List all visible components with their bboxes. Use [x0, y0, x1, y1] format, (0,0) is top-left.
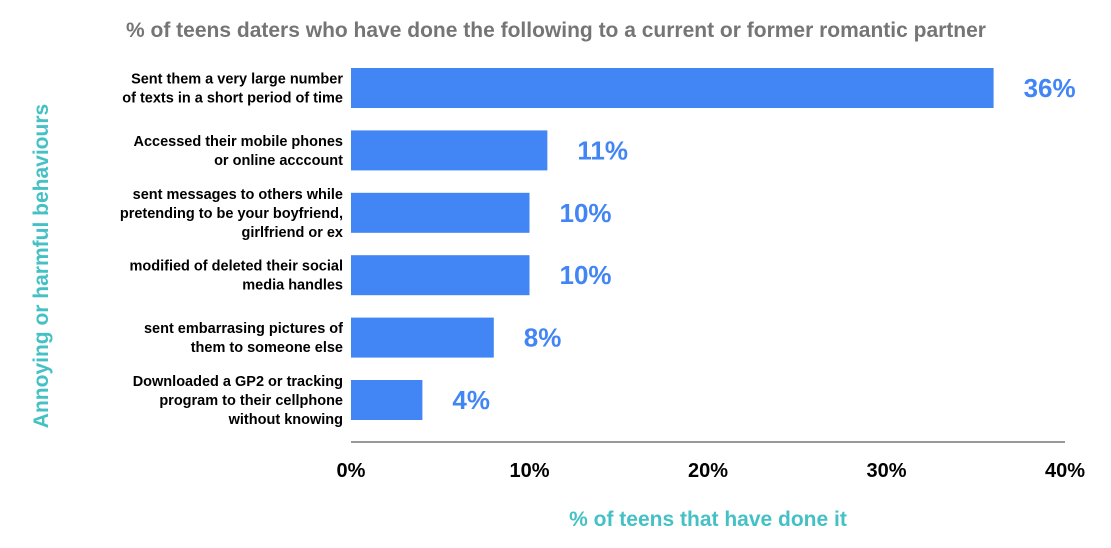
bar-0 — [351, 68, 994, 108]
category-label-line: them to someone else — [191, 340, 343, 356]
x-tick-label-3: 30% — [866, 460, 906, 482]
category-label-line: Sent them a very large number — [131, 72, 343, 88]
category-labels: Sent them a very large number of texts in… — [120, 72, 344, 429]
data-label-4: 8% — [524, 323, 562, 353]
bar-2 — [351, 192, 530, 233]
chart-title: % of teens daters who have done the foll… — [126, 19, 986, 42]
data-labels: 36% 11% 10% 10% 8% 4% — [452, 73, 1075, 415]
x-tick-label-4: 40% — [1045, 460, 1085, 482]
category-label-line: of texts in a short period of time — [122, 91, 343, 107]
category-label-line: girlfriend or ex — [241, 225, 343, 241]
data-label-1: 11% — [577, 135, 628, 165]
data-label-0: 36% — [1024, 73, 1076, 103]
category-label-0: Sent them a very large number of texts in… — [122, 72, 343, 107]
bar-4 — [351, 317, 494, 358]
x-tick-label-1: 10% — [509, 460, 549, 482]
category-label-line: Accessed their mobile phones — [133, 134, 343, 150]
category-label-2: sent messages to others while pretending … — [120, 187, 343, 241]
category-label-line: modified of deleted their social — [129, 259, 343, 275]
category-label-line: media handles — [242, 278, 343, 294]
x-axis-title: % of teens that have done it — [569, 508, 847, 531]
x-tick-label-2: 20% — [688, 460, 728, 482]
bar-5 — [351, 380, 423, 420]
category-label-line: pretending to be your boyfriend, — [120, 206, 343, 222]
category-label-line: program to their cellphone — [159, 393, 343, 409]
category-label-line: Downloaded a GP2 or tracking — [133, 374, 343, 390]
x-tick-labels: 0% 10% 20% 30% 40% — [337, 460, 1086, 482]
bar-3 — [351, 255, 530, 296]
category-label-line: sent messages to others while — [133, 187, 343, 203]
y-axis-title: Annoying or harmful behaviours — [30, 104, 53, 428]
category-label-1: Accessed their mobile phones or online ac… — [133, 134, 343, 169]
x-tick-label-0: 0% — [337, 460, 366, 482]
category-label-3: modified of deleted their social media ha… — [129, 259, 343, 294]
category-label-5: Downloaded a GP2 or tracking program to t… — [133, 374, 343, 428]
bars-layer — [351, 68, 994, 420]
data-label-3: 10% — [560, 260, 612, 290]
bar-1 — [351, 130, 548, 171]
data-label-2: 10% — [560, 198, 612, 228]
category-label-line: without knowing — [228, 412, 343, 428]
category-label-4: sent embarrasing pictures of them to some… — [144, 321, 343, 356]
category-label-line: sent embarrasing pictures of — [144, 321, 343, 337]
data-label-5: 4% — [452, 385, 490, 415]
category-label-line: or online acccount — [214, 153, 343, 169]
